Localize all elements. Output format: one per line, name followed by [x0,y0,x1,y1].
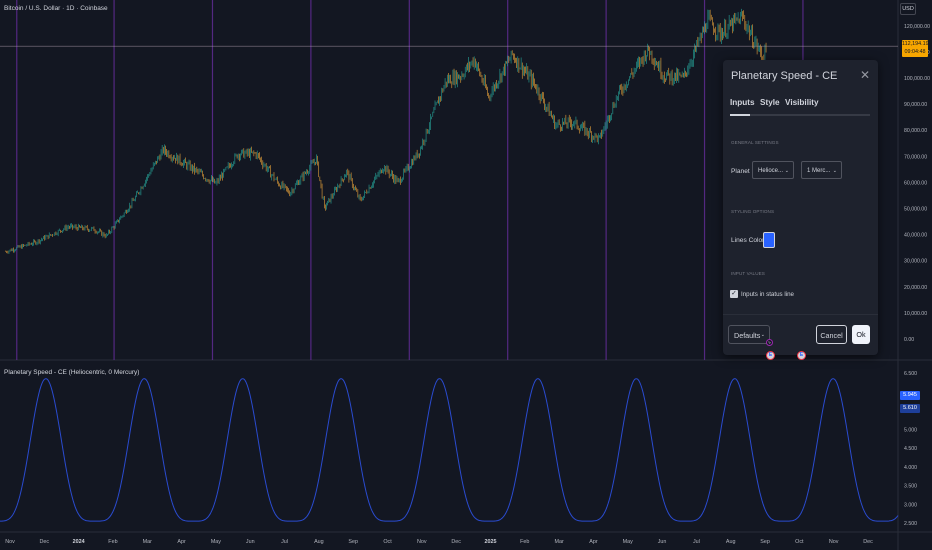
defaults-label: Defaults [734,331,761,340]
time-axis-label: May [211,539,221,545]
indicator-line [0,378,899,522]
time-axis-label: Jun [658,539,667,545]
time-axis-label: Jul [693,539,700,545]
indicator-axis-label: 2.500 [904,521,917,527]
general-settings-header: GENERAL SETTINGS [731,140,779,145]
tab-inputs[interactable]: Inputs [730,98,755,107]
indicator-axis-label: 3.000 [904,502,917,508]
time-axis-label: Jun [246,539,255,545]
chevron-down-icon: ⌄ [760,332,765,338]
lines-color-swatch[interactable] [763,232,775,248]
currency-button[interactable]: USD [900,3,916,15]
price-axis-label: 60,000.00 [904,180,927,186]
price-axis-label: 100,000.00 [904,76,930,82]
planet-name-select[interactable]: 1 Merc... ⌄ [801,161,842,179]
time-axis-label: May [623,539,633,545]
price-axis-label: 120,000.00 [904,24,930,30]
price-axis-label: 30,000.00 [904,259,927,265]
styling-options-header: STYLING OPTIONS [731,209,775,214]
time-axis-label: Nov [829,539,839,545]
time-axis-label: Jul [281,539,288,545]
time-axis-label: Oct [383,539,392,545]
time-axis-label: Dec [451,539,461,545]
price-axis-label: 0.00 [904,337,914,343]
time-axis-label: Feb [520,539,529,545]
planet-type-value: Helioce... [758,168,784,174]
ok-button[interactable]: Ok [852,325,870,344]
time-axis-label: Oct [795,539,804,545]
time-axis-label: Dec [863,539,873,545]
input-values-header: INPUT VALUES [731,271,765,276]
planet-name-value: 1 Merc... [807,168,831,174]
indicator-settings-dialog: Planetary Speed - CE ✕ Inputs Style Visi… [723,60,878,355]
dialog-divider [723,314,878,315]
indicator-value-tag-1: 5.945 [900,391,920,400]
indicator-axis-label: 4.000 [904,465,917,471]
time-axis-label: 2025 [484,539,496,545]
inputs-in-status-line-label[interactable]: Inputs in status line [741,291,794,298]
time-axis-label: Aug [314,539,324,545]
price-axis-label: 70,000.00 [904,154,927,160]
indicator-axis-label: 3.500 [904,484,917,490]
last-price-tag: 112,194.19 09:04:48 [902,40,929,57]
lightning-event-icon[interactable]: ϟ [766,339,773,346]
time-axis-label: Aug [726,539,736,545]
time-axis-label: Sep [760,539,770,545]
time-axis-label: Mar [143,539,152,545]
close-icon[interactable]: ✕ [860,68,871,82]
countdown-value: 09:04:48 [904,49,926,55]
time-axis-label: Nov [417,539,427,545]
indicator-value-tag-2: 5.610 [900,404,920,413]
tab-visibility[interactable]: Visibility [785,98,819,107]
indicator-axis-label: 4.500 [904,446,917,452]
indicator-axis-label: 5.000 [904,427,917,433]
time-axis-label: Feb [108,539,117,545]
active-tab-indicator [730,114,750,116]
chevron-down-icon: ⌄ [784,168,789,174]
price-axis-label: 80,000.00 [904,128,927,134]
earnings-event-icon[interactable]: E [766,351,775,360]
time-axis-label: Dec [40,539,50,545]
time-axis-label: Apr [177,539,186,545]
defaults-button[interactable]: Defaults ⌄ [728,325,770,344]
chevron-down-icon: ⌄ [832,168,837,174]
indicator-axis-label: 6.500 [904,371,917,377]
lines-color-label: Lines Color [731,237,765,244]
earnings-event-icon[interactable]: E [797,351,806,360]
last-price-value: 112,194.19 [902,41,929,47]
time-axis-label: Mar [554,539,563,545]
price-axis-label: 50,000.00 [904,207,927,213]
cancel-button[interactable]: Cancel [816,325,847,344]
time-axis-label: 2024 [73,539,85,545]
price-axis-label: 40,000.00 [904,233,927,239]
time-axis-label: Sep [348,539,358,545]
price-axis-label: 90,000.00 [904,102,927,108]
tab-style[interactable]: Style [760,98,780,107]
dialog-title: Planetary Speed - CE [731,70,838,82]
price-axis-label: 10,000.00 [904,311,927,317]
dialog-tabs: Inputs Style Visibility [730,98,870,118]
tab-bar [730,114,870,116]
time-axis-label: Apr [589,539,598,545]
indicator-title[interactable]: Planetary Speed - CE (Heliocentric, 0 Me… [4,369,140,376]
planet-type-select[interactable]: Helioce... ⌄ [752,161,794,179]
planet-label: Planet : [731,168,754,175]
price-axis-label: 20,000.00 [904,285,927,291]
check-icon[interactable]: ✓ [730,290,738,298]
time-axis-label: Nov [5,539,15,545]
symbol-title[interactable]: Bitcoin / U.S. Dollar · 1D · Coinbase [4,5,108,12]
